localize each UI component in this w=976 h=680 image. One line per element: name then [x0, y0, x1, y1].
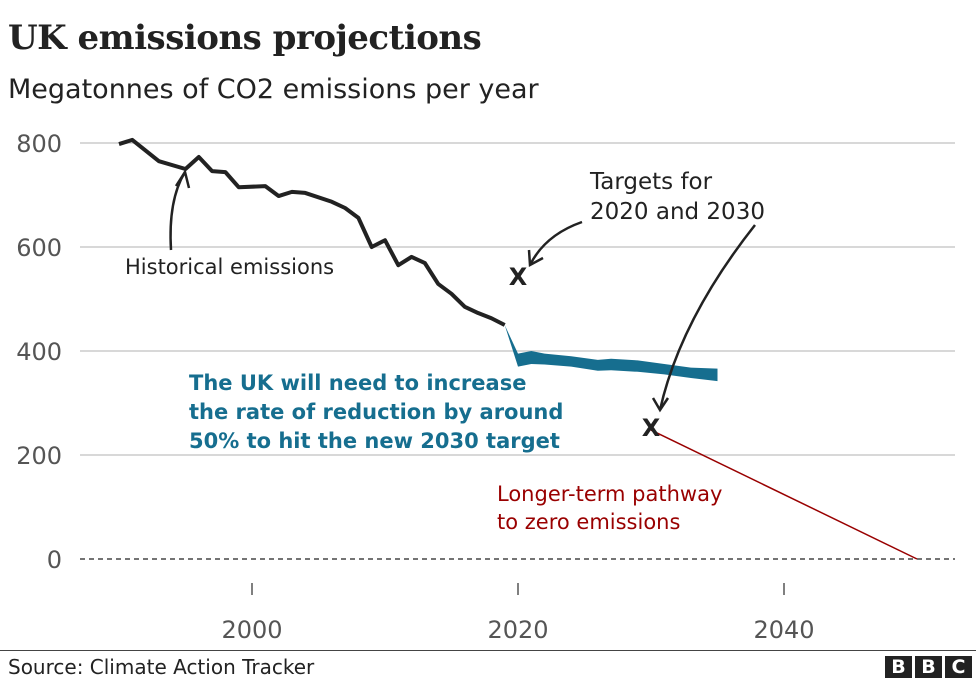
x-tick-label: 2020 — [487, 616, 548, 644]
projection-annotation: 50% to hit the new 2030 target — [189, 429, 560, 453]
chart-svg: 0 200 400 600 800 2000 2020 2040 X X Historical em… — [16, 130, 955, 644]
historical-line — [118, 137, 506, 327]
pathway-label: Longer-term pathway — [497, 482, 722, 506]
x-tick-label: 2000 — [221, 616, 282, 644]
targets-label: Targets for — [589, 169, 713, 195]
pathway-label: to zero emissions — [497, 510, 680, 534]
x-tick-label: 2040 — [753, 616, 814, 644]
projection-annotation: The UK will need to increase — [189, 371, 526, 395]
chart-subtitle: Megatonnes of CO2 emissions per year — [8, 74, 539, 105]
arrowhead-icon — [174, 168, 191, 189]
y-tick-label: 400 — [16, 338, 62, 366]
zero-pathway-line — [650, 429, 918, 560]
targets-label: 2020 and 2030 — [590, 199, 765, 225]
target-marker: X — [642, 414, 661, 442]
projection-band — [504, 325, 718, 382]
y-tick-label: 200 — [16, 442, 62, 470]
historical-label: Historical emissions — [125, 255, 334, 279]
arrowhead-icon — [527, 249, 544, 268]
arrowhead-icon — [651, 397, 670, 413]
y-tick-label: 800 — [16, 130, 62, 158]
arrow-target-2030 — [658, 224, 756, 411]
footer-divider — [0, 650, 976, 651]
chart-title: UK emissions projections — [8, 18, 482, 58]
y-tick-label: 600 — [16, 234, 62, 262]
source-text: Source: Climate Action Tracker — [8, 655, 315, 679]
target-marker: X — [509, 263, 528, 291]
y-tick-label: 0 — [47, 546, 62, 574]
projection-annotation: the rate of reduction by around — [189, 400, 563, 424]
arrow-target-2020 — [528, 220, 583, 266]
